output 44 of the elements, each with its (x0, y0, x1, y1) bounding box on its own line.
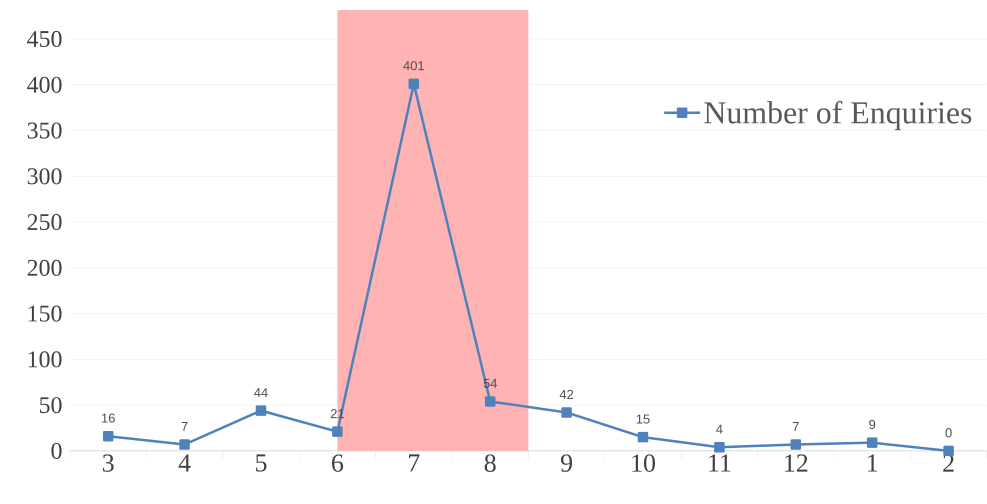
data-label: 42 (560, 390, 574, 399)
data-label: 44 (254, 388, 268, 398)
point (256, 405, 266, 416)
y-tick-label: 150 (28, 306, 62, 322)
point (102, 431, 114, 442)
y-tick-label: 200 (28, 260, 62, 276)
point (866, 437, 878, 448)
x-tick-label: 5 (256, 454, 266, 472)
y-tick-label: 350 (28, 122, 62, 139)
data-label: 15 (636, 414, 650, 424)
data-label: 9 (869, 420, 876, 430)
data-label: 16 (102, 414, 115, 423)
y-tick-label: 450 (27, 30, 62, 48)
y-tick-label: 250 (28, 214, 62, 230)
point (179, 439, 190, 450)
x-tick-label: 10 (632, 454, 655, 472)
x-tick-label: 7 (409, 454, 420, 472)
x-tick-label: 12 (785, 454, 808, 472)
y-tick-label: 400 (27, 76, 62, 93)
point (561, 407, 572, 418)
x-tick-label: 1 (868, 454, 878, 472)
y-tick-label: 50 (40, 397, 62, 414)
point (714, 442, 725, 453)
point (790, 439, 802, 450)
x-tick-label: 3 (102, 454, 114, 472)
x-tick-label: 4 (178, 454, 191, 472)
data-label: 0 (946, 428, 952, 438)
x-tick-label: 11 (709, 454, 730, 472)
point (408, 78, 420, 90)
data-label: 4 (716, 424, 723, 434)
x-tick-label: 9 (560, 454, 572, 472)
y-tick-label: 300 (28, 168, 62, 184)
legend-label: Number of Enquiries (704, 100, 972, 130)
x-tick-label: 8 (484, 454, 496, 472)
x-tick-label: 6 (332, 454, 344, 472)
data-label: 7 (182, 422, 188, 431)
y-tick-label: 0 (51, 442, 62, 460)
point (943, 446, 954, 456)
y-tick-label: 100 (28, 351, 62, 368)
point (638, 432, 648, 442)
data-label: 401 (403, 61, 424, 70)
point (484, 396, 496, 407)
data-label: 7 (792, 422, 799, 431)
point (332, 426, 343, 437)
